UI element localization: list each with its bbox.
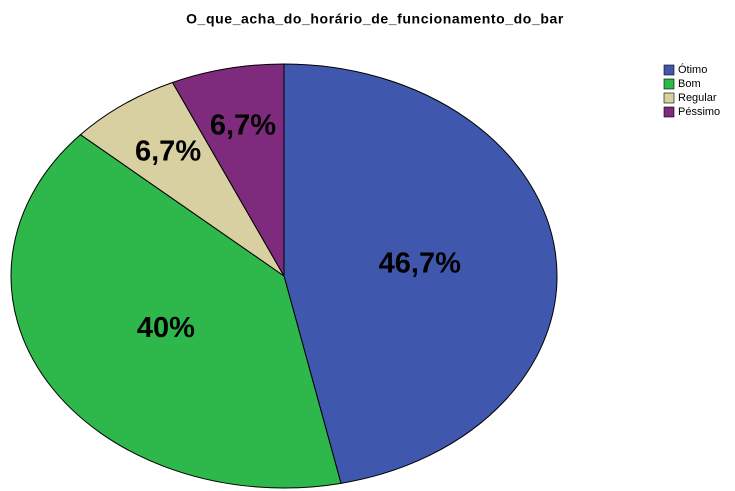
legend-swatch	[663, 92, 675, 104]
value-label: 46,7%	[379, 248, 461, 280]
legend-swatch	[663, 106, 675, 118]
value-label: 40%	[137, 312, 195, 344]
chart-title: O_que_acha_do_horário_de_funcionamento_d…	[186, 11, 564, 27]
legend-label: Regular	[678, 92, 717, 104]
pie-slice	[171, 63, 285, 278]
legend-label: Ótimo	[678, 63, 707, 76]
legend-label: Péssimo	[678, 106, 720, 118]
legend-label: Bom	[678, 78, 701, 90]
legend-swatch	[663, 78, 675, 90]
pie-slice	[283, 63, 558, 484]
value-label: 6,7%	[210, 109, 276, 141]
value-label: 6,7%	[135, 135, 201, 167]
pie-slice	[79, 81, 285, 277]
legend-swatch	[663, 64, 675, 76]
pie-slice	[10, 134, 342, 489]
